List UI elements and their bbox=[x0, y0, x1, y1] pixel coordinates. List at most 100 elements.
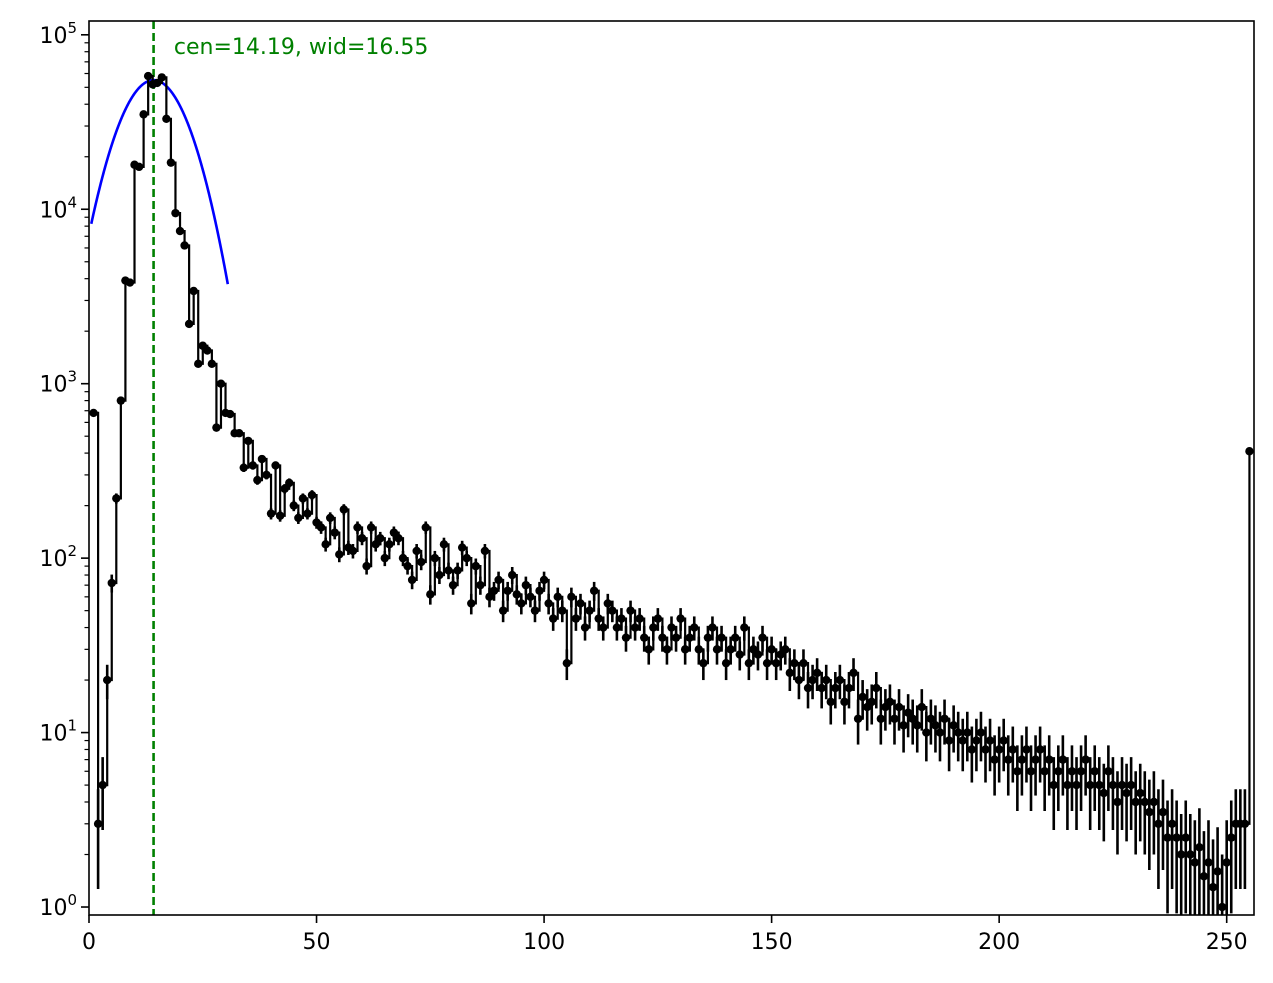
data-point bbox=[853, 714, 863, 723]
data-point bbox=[371, 540, 380, 549]
data-point bbox=[1208, 882, 1218, 892]
data-point bbox=[1227, 833, 1236, 842]
data-point bbox=[753, 650, 763, 659]
data-point bbox=[89, 408, 98, 418]
data-point bbox=[175, 226, 185, 236]
data-point bbox=[544, 599, 553, 608]
data-point bbox=[389, 528, 399, 537]
data-point bbox=[225, 409, 235, 419]
data-point bbox=[626, 606, 635, 615]
data-point bbox=[467, 599, 476, 608]
data-point bbox=[348, 546, 358, 556]
data-point bbox=[1045, 755, 1054, 764]
data-point bbox=[1176, 850, 1186, 859]
data-point bbox=[894, 702, 904, 712]
data-point bbox=[649, 623, 658, 632]
data-point bbox=[180, 241, 189, 250]
data-point bbox=[1195, 843, 1204, 852]
data-point bbox=[1085, 780, 1095, 790]
data-point bbox=[653, 614, 663, 623]
data-point bbox=[394, 534, 403, 543]
data-point bbox=[758, 633, 767, 642]
data-point bbox=[1035, 745, 1045, 754]
x-tick-label: 0 bbox=[82, 930, 96, 955]
data-point bbox=[567, 592, 576, 602]
data-point bbox=[963, 728, 972, 737]
data-point bbox=[639, 633, 649, 642]
data-point bbox=[239, 463, 248, 472]
data-point bbox=[430, 553, 440, 563]
data-point bbox=[1104, 767, 1113, 776]
data-point bbox=[1022, 745, 1031, 754]
data-point bbox=[949, 721, 958, 730]
data-point bbox=[1222, 858, 1231, 867]
data-point bbox=[1122, 788, 1131, 798]
data-point bbox=[212, 423, 221, 432]
data-point bbox=[731, 633, 740, 642]
data-point bbox=[617, 614, 626, 623]
x-tick-label: 200 bbox=[978, 930, 1020, 955]
data-point bbox=[1145, 807, 1154, 817]
data-point bbox=[994, 745, 1004, 754]
data-point bbox=[635, 614, 644, 623]
data-point bbox=[339, 505, 349, 514]
data-point bbox=[426, 590, 435, 599]
data-point bbox=[244, 436, 253, 446]
data-point bbox=[1017, 755, 1027, 764]
data-point bbox=[594, 614, 603, 623]
data-point bbox=[330, 528, 339, 537]
data-point bbox=[93, 819, 103, 828]
data-point bbox=[985, 736, 995, 745]
data-point bbox=[1181, 833, 1190, 842]
data-point bbox=[335, 550, 344, 559]
data-point bbox=[530, 606, 540, 615]
x-tick-label: 250 bbox=[1206, 930, 1248, 955]
data-point bbox=[835, 675, 845, 685]
data-point bbox=[289, 501, 298, 510]
data-point bbox=[271, 461, 280, 470]
data-point bbox=[107, 578, 116, 588]
axes-frame bbox=[88, 20, 1255, 916]
data-point bbox=[680, 645, 690, 654]
data-point bbox=[471, 561, 481, 571]
data-point bbox=[112, 494, 121, 503]
data-point bbox=[908, 714, 917, 723]
data-point bbox=[476, 580, 485, 590]
data-point bbox=[867, 697, 876, 707]
data-point bbox=[1113, 797, 1122, 807]
data-point bbox=[535, 586, 544, 595]
data-point bbox=[1072, 780, 1081, 790]
data-point bbox=[785, 668, 795, 678]
data-point bbox=[694, 645, 704, 654]
y-tick-label: 101 bbox=[39, 717, 77, 747]
data-point bbox=[612, 623, 622, 632]
data-point bbox=[521, 580, 531, 590]
data-point bbox=[157, 73, 167, 82]
data-point bbox=[972, 736, 981, 745]
data-point bbox=[762, 658, 772, 668]
data-point bbox=[385, 540, 394, 549]
data-point bbox=[1026, 767, 1036, 776]
data-point bbox=[621, 633, 631, 642]
data-point bbox=[1049, 780, 1058, 790]
data-point bbox=[981, 745, 990, 754]
data-point bbox=[812, 668, 822, 678]
data-point bbox=[1117, 780, 1127, 790]
data-point bbox=[576, 599, 585, 608]
data-point bbox=[203, 346, 212, 355]
data-point bbox=[353, 523, 362, 532]
data-point bbox=[453, 566, 462, 575]
data-point bbox=[872, 683, 881, 693]
axes: 0 50 100 150 200 250 100 101 102 103 104 105 bbox=[39, 19, 1255, 955]
data-point bbox=[1126, 780, 1136, 790]
data-point bbox=[899, 721, 908, 730]
data-point bbox=[253, 475, 262, 485]
data-point bbox=[831, 683, 840, 693]
data-point bbox=[139, 110, 148, 119]
data-point bbox=[1245, 447, 1254, 456]
data-point bbox=[1108, 780, 1118, 790]
data-point bbox=[307, 490, 317, 500]
data-point bbox=[676, 614, 685, 623]
data-point bbox=[1154, 819, 1163, 828]
